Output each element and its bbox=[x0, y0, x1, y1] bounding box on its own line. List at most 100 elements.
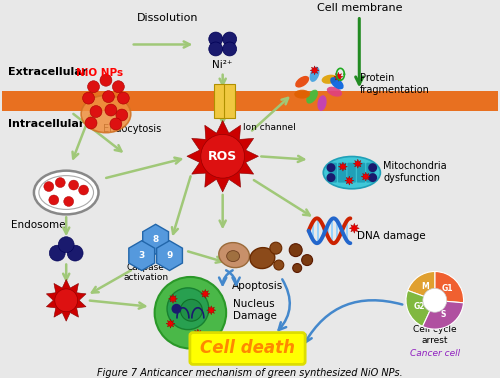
Circle shape bbox=[222, 42, 236, 56]
Circle shape bbox=[270, 242, 282, 254]
Text: Cancer cell: Cancer cell bbox=[410, 349, 460, 358]
FancyBboxPatch shape bbox=[357, 163, 365, 183]
Polygon shape bbox=[187, 121, 258, 192]
Circle shape bbox=[423, 288, 446, 312]
Text: Ni²⁺: Ni²⁺ bbox=[212, 60, 233, 70]
FancyBboxPatch shape bbox=[214, 84, 224, 118]
Text: Dissolution: Dissolution bbox=[138, 12, 199, 23]
Ellipse shape bbox=[34, 170, 98, 214]
Ellipse shape bbox=[318, 95, 326, 111]
Text: ROS: ROS bbox=[208, 150, 238, 163]
Circle shape bbox=[116, 109, 128, 121]
Circle shape bbox=[67, 245, 83, 261]
Circle shape bbox=[326, 173, 336, 182]
Circle shape bbox=[302, 255, 312, 265]
Circle shape bbox=[180, 299, 203, 321]
FancyBboxPatch shape bbox=[328, 163, 337, 183]
Circle shape bbox=[64, 197, 74, 206]
Circle shape bbox=[49, 195, 59, 205]
Text: M: M bbox=[421, 282, 429, 291]
Circle shape bbox=[90, 105, 102, 118]
Circle shape bbox=[100, 74, 112, 86]
Polygon shape bbox=[129, 241, 154, 271]
Circle shape bbox=[209, 32, 222, 46]
Ellipse shape bbox=[306, 90, 318, 104]
Circle shape bbox=[50, 245, 65, 261]
Wedge shape bbox=[406, 290, 435, 327]
Polygon shape bbox=[334, 72, 343, 81]
Polygon shape bbox=[310, 66, 319, 75]
Text: Ion channel: Ion channel bbox=[242, 123, 296, 132]
Ellipse shape bbox=[81, 95, 131, 133]
Circle shape bbox=[68, 180, 78, 190]
Circle shape bbox=[105, 104, 117, 116]
Text: 3: 3 bbox=[138, 251, 145, 260]
Text: DNA damage: DNA damage bbox=[357, 231, 426, 241]
Ellipse shape bbox=[324, 156, 380, 189]
Circle shape bbox=[326, 163, 336, 172]
Circle shape bbox=[85, 117, 97, 129]
Text: 8: 8 bbox=[152, 235, 158, 244]
Wedge shape bbox=[435, 271, 464, 303]
Ellipse shape bbox=[226, 251, 239, 262]
Circle shape bbox=[58, 237, 74, 253]
Polygon shape bbox=[345, 176, 354, 185]
Circle shape bbox=[112, 81, 124, 93]
Text: Cell membrane: Cell membrane bbox=[316, 3, 402, 13]
Text: Endocytosis: Endocytosis bbox=[104, 124, 162, 134]
Ellipse shape bbox=[327, 87, 342, 97]
Circle shape bbox=[172, 304, 181, 314]
Polygon shape bbox=[338, 162, 347, 171]
Polygon shape bbox=[46, 279, 86, 321]
Text: Cell death: Cell death bbox=[200, 339, 295, 356]
Ellipse shape bbox=[294, 90, 310, 99]
Polygon shape bbox=[207, 306, 216, 315]
FancyBboxPatch shape bbox=[2, 91, 498, 111]
Wedge shape bbox=[422, 300, 464, 329]
Ellipse shape bbox=[322, 74, 338, 84]
Text: Caspase
activation: Caspase activation bbox=[123, 263, 168, 282]
Circle shape bbox=[102, 91, 115, 102]
Circle shape bbox=[55, 289, 78, 312]
Text: Nucleus
Damage: Nucleus Damage bbox=[232, 299, 276, 321]
Text: Extracellular: Extracellular bbox=[8, 67, 87, 77]
Polygon shape bbox=[201, 290, 210, 298]
Circle shape bbox=[44, 181, 54, 192]
Text: Intracellular: Intracellular bbox=[8, 119, 84, 129]
Text: G1: G1 bbox=[442, 284, 453, 293]
Text: Mitochondria
dysfunction: Mitochondria dysfunction bbox=[383, 161, 447, 183]
Polygon shape bbox=[166, 319, 175, 328]
Text: Endosome: Endosome bbox=[10, 220, 65, 230]
FancyBboxPatch shape bbox=[348, 163, 356, 183]
FancyBboxPatch shape bbox=[190, 333, 305, 364]
Circle shape bbox=[368, 163, 377, 172]
Circle shape bbox=[154, 277, 226, 349]
Ellipse shape bbox=[310, 67, 320, 82]
Polygon shape bbox=[350, 223, 360, 233]
Text: Apoptosis: Apoptosis bbox=[232, 281, 283, 291]
Ellipse shape bbox=[219, 243, 250, 268]
FancyBboxPatch shape bbox=[224, 84, 234, 118]
Circle shape bbox=[56, 178, 65, 187]
Polygon shape bbox=[156, 241, 182, 271]
FancyBboxPatch shape bbox=[338, 163, 346, 183]
Circle shape bbox=[222, 32, 236, 46]
Circle shape bbox=[78, 185, 88, 195]
Polygon shape bbox=[362, 172, 370, 181]
Ellipse shape bbox=[250, 248, 275, 268]
Ellipse shape bbox=[39, 176, 94, 209]
Text: Cell cycle
arrest: Cell cycle arrest bbox=[413, 325, 457, 344]
Wedge shape bbox=[408, 271, 435, 300]
Text: Protein
fragmentation: Protein fragmentation bbox=[360, 73, 430, 95]
Ellipse shape bbox=[295, 76, 309, 88]
Circle shape bbox=[167, 288, 209, 330]
Circle shape bbox=[201, 135, 244, 178]
Text: G2: G2 bbox=[414, 302, 425, 311]
Circle shape bbox=[209, 42, 222, 56]
Circle shape bbox=[88, 81, 100, 93]
Ellipse shape bbox=[330, 77, 344, 89]
Circle shape bbox=[82, 92, 94, 104]
Text: Figure 7 Anticancer mechanism of green synthesized NiO NPs.: Figure 7 Anticancer mechanism of green s… bbox=[97, 368, 403, 378]
Polygon shape bbox=[142, 224, 169, 254]
Text: 9: 9 bbox=[166, 251, 172, 260]
